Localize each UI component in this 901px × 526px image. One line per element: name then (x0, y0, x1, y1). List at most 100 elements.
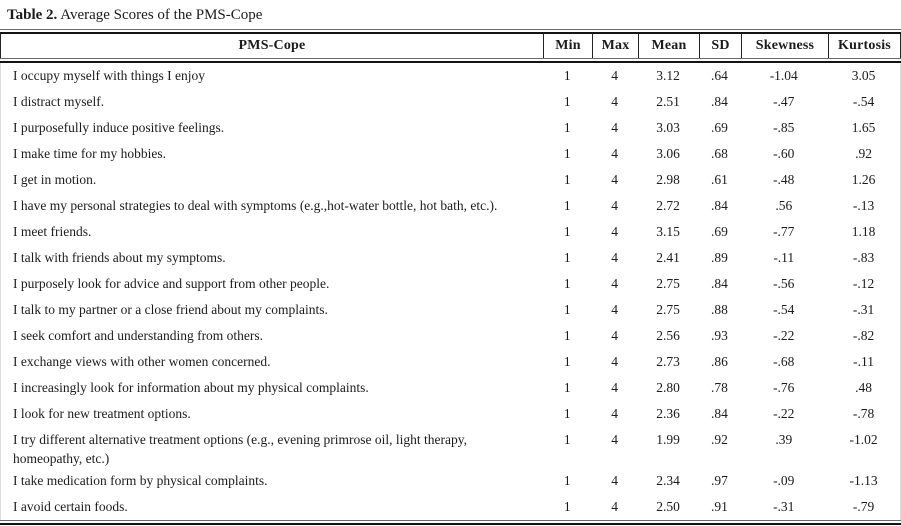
max-cell: 4 (611, 94, 619, 109)
table-row: I purposely look for advice and support … (1, 271, 900, 297)
kurtosis-cell: -.12 (852, 276, 875, 291)
skewness-cell: -.60 (773, 146, 795, 161)
max-cell: 4 (611, 380, 619, 395)
sd-cell: .93 (710, 328, 728, 343)
min-cell: 1 (563, 172, 571, 187)
sd-cell: .84 (710, 406, 728, 421)
table-rule-bottom (0, 520, 901, 525)
min-cell: 1 (563, 432, 571, 447)
sd-cell: .84 (710, 94, 728, 109)
skewness-cell: -1.04 (769, 68, 798, 83)
skewness-cell: -.22 (773, 406, 795, 421)
kurtosis-cell: -.83 (852, 250, 875, 265)
kurtosis-cell: .92 (855, 146, 872, 161)
kurtosis-cell: .48 (855, 380, 872, 395)
max-cell: 4 (611, 432, 619, 447)
min-cell: 1 (563, 146, 571, 161)
max-cell: 4 (611, 198, 619, 213)
max-cell: 4 (611, 250, 619, 265)
mean-cell: 2.75 (656, 276, 680, 291)
column-header-pms-cope: PMS-Cope (0, 34, 543, 58)
item-cell: I distract myself. (13, 94, 105, 109)
sd-cell: .88 (710, 302, 728, 317)
item-cell: I exchange views with other women concer… (13, 354, 271, 369)
column-header-min: Min (543, 34, 592, 58)
item-cell: I talk with friends about my symptoms. (13, 250, 226, 265)
kurtosis-cell: -.78 (852, 406, 875, 421)
sd-cell: .61 (710, 172, 728, 187)
mean-cell: 2.80 (656, 380, 680, 395)
max-cell: 4 (611, 302, 619, 317)
sd-cell: .86 (710, 354, 728, 369)
max-cell: 4 (611, 473, 619, 488)
item-cell: I take medication form by physical compl… (13, 473, 268, 488)
table-row: I seek comfort and understanding from ot… (1, 323, 900, 349)
mean-cell: 1.99 (656, 432, 680, 447)
mean-cell: 2.73 (656, 354, 680, 369)
mean-cell: 2.75 (656, 302, 680, 317)
table-row: I make time for my hobbies. 1 4 3.06 .68… (1, 141, 900, 167)
kurtosis-cell: -.79 (852, 499, 875, 514)
table-rule-top (0, 29, 901, 34)
sd-cell: .84 (710, 276, 728, 291)
sd-cell: .69 (710, 120, 728, 135)
skewness-cell: -.76 (773, 380, 795, 395)
mean-cell: 2.72 (656, 198, 680, 213)
mean-cell: 2.51 (656, 94, 680, 109)
skewness-cell: .56 (775, 198, 793, 213)
table-row: I talk with friends about my symptoms. 1… (1, 245, 900, 271)
sd-cell: .84 (710, 198, 728, 213)
item-cell: I purposely look for advice and support … (13, 276, 330, 291)
max-cell: 4 (611, 120, 619, 135)
kurtosis-cell: -.11 (853, 354, 874, 369)
kurtosis-cell: -.13 (852, 198, 875, 213)
table-header-row: PMS-Cope Min Max Mean SD Skewness Kurtos… (0, 34, 901, 58)
kurtosis-cell: 1.65 (851, 120, 876, 135)
mean-cell: 2.50 (656, 499, 680, 514)
column-header-sd: SD (699, 34, 741, 58)
table-caption-text: Average Scores of the PMS-Cope (60, 7, 263, 23)
item-cell: I try different alternative treatment op… (13, 432, 467, 466)
min-cell: 1 (563, 499, 571, 514)
skewness-cell: -.48 (773, 172, 795, 187)
sd-cell: .92 (710, 432, 728, 447)
skewness-cell: -.56 (773, 276, 795, 291)
table-row: I purposefully induce positive feelings.… (1, 115, 900, 141)
table-caption: Table 2. Average Scores of the PMS-Cope (0, 0, 901, 29)
skewness-cell: -.54 (773, 302, 795, 317)
item-cell: I have my personal strategies to deal wi… (13, 198, 498, 213)
min-cell: 1 (563, 120, 571, 135)
table-caption-label: Table 2. (7, 7, 58, 23)
item-cell: I seek comfort and understanding from ot… (13, 328, 264, 343)
table-row: I get in motion. 1 4 2.98 .61 -.48 1.26 (1, 167, 900, 193)
kurtosis-cell: 1.26 (851, 172, 876, 187)
min-cell: 1 (563, 68, 571, 83)
table-row: I talk to my partner or a close friend a… (1, 297, 900, 323)
skewness-cell: -.31 (773, 499, 795, 514)
item-cell: I increasingly look for information abou… (13, 380, 369, 395)
item-cell: I purposefully induce positive feelings. (13, 120, 225, 135)
min-cell: 1 (563, 406, 571, 421)
min-cell: 1 (563, 276, 571, 291)
table-rule-under-header (0, 58, 901, 63)
sd-cell: .68 (710, 146, 728, 161)
kurtosis-cell: -1.13 (849, 473, 878, 488)
max-cell: 4 (611, 146, 619, 161)
max-cell: 4 (611, 68, 619, 83)
table-row: I distract myself. 1 4 2.51 .84 -.47 -.5… (1, 89, 900, 115)
sd-cell: .97 (710, 473, 728, 488)
skewness-cell: -.77 (773, 224, 795, 239)
sd-cell: .64 (710, 68, 728, 83)
max-cell: 4 (611, 328, 619, 343)
column-header-mean: Mean (638, 34, 699, 58)
skewness-cell: -.68 (773, 354, 795, 369)
max-cell: 4 (611, 224, 619, 239)
table-row: I increasingly look for information abou… (1, 375, 900, 401)
item-cell: I occupy myself with things I enjoy (13, 68, 205, 83)
item-cell: I make time for my hobbies. (13, 146, 166, 161)
sd-cell: .89 (710, 250, 728, 265)
sd-cell: .91 (710, 499, 728, 514)
item-cell: I talk to my partner or a close friend a… (13, 302, 328, 317)
skewness-cell: .39 (775, 432, 793, 447)
